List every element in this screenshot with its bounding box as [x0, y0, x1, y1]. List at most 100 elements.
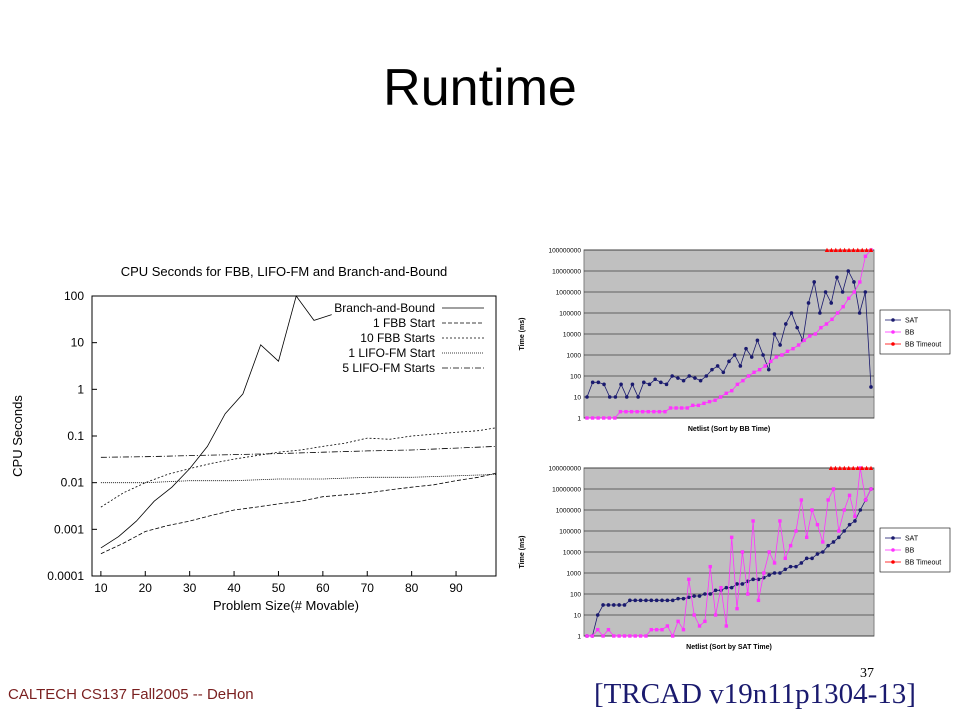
bb-point [685, 406, 689, 410]
bb-point [837, 529, 841, 533]
sat-point [858, 508, 863, 512]
sat-point [644, 598, 648, 603]
sat-point [853, 519, 857, 523]
bb-point [601, 634, 605, 638]
sat-point [647, 382, 652, 387]
x-tick-label: 80 [405, 581, 419, 595]
legend-label: 1 LIFO-FM Start [348, 346, 435, 360]
bb-point [692, 613, 696, 617]
bb-point [622, 634, 627, 638]
sat-point [721, 370, 726, 375]
sat-point [804, 556, 809, 561]
bb-point [830, 317, 834, 322]
sat-point [778, 343, 782, 347]
sat-point [761, 353, 765, 357]
bb-timeout-point [829, 247, 834, 252]
bb-point [635, 409, 639, 414]
sat-point [607, 395, 612, 399]
footer-text: CALTECH CS137 Fall2005 -- DeHon [8, 686, 254, 703]
bb-point [703, 619, 707, 624]
bb-point [730, 388, 734, 393]
sat-point [724, 585, 729, 590]
x-tick-label: 20 [139, 581, 153, 595]
bb-point [767, 550, 771, 554]
x-tick-label: 70 [361, 581, 375, 595]
legend-label: 5 LIFO-FM Starts [342, 361, 435, 375]
bb-point [607, 416, 611, 420]
bb-point [729, 535, 734, 540]
y-tick-label: 1 [577, 634, 581, 641]
bb-point [794, 529, 798, 533]
sat-point [596, 380, 601, 385]
bb-point [735, 382, 740, 387]
legend-marker [891, 318, 895, 322]
slide-title: Runtime [383, 59, 577, 117]
sat-point [664, 382, 669, 387]
y-tick-label: 0.01 [61, 476, 85, 490]
y-axis-label: CPU Seconds [10, 395, 25, 477]
y-tick-label: 1000 [567, 571, 582, 578]
sat-point [751, 577, 755, 582]
series-line-0 [100, 295, 332, 549]
legend-label: SAT [905, 318, 919, 325]
sat-point [697, 594, 702, 598]
sat-point [715, 364, 720, 368]
sat-point [772, 332, 777, 336]
bb-point [696, 403, 701, 408]
y-tick-label: 100000000 [548, 248, 581, 255]
y-tick-label: 0.1 [67, 429, 84, 443]
sat-point [710, 367, 714, 372]
sat-point [744, 346, 748, 351]
sat-point [795, 325, 799, 330]
bb-point [791, 346, 795, 351]
bb-point [606, 627, 611, 632]
x-tick-label: 30 [183, 581, 197, 595]
y-tick-label: 1000000 [556, 508, 582, 515]
bb-timeout-point [868, 247, 874, 252]
sat-point [835, 275, 839, 280]
x-tick-label: 10 [94, 581, 108, 595]
bb-point [858, 280, 862, 284]
bb-point [646, 409, 650, 414]
bb-point [847, 296, 851, 301]
sat-point [740, 582, 745, 586]
bb-point [596, 627, 600, 632]
sat-point [590, 380, 595, 385]
bb-point [668, 406, 673, 410]
sat-point [606, 603, 611, 607]
bb-point [596, 416, 600, 420]
bb-timeout-point [859, 465, 865, 470]
sat-point [613, 395, 618, 399]
sat-point [847, 522, 852, 527]
bb-timeout-point [864, 465, 869, 470]
bb-point [660, 627, 664, 632]
series-line-3 [100, 474, 497, 484]
legend-marker [891, 560, 895, 564]
sat-point [698, 378, 703, 383]
bb-timeout-point [855, 465, 860, 470]
bb-point [724, 624, 729, 628]
sat-point [713, 588, 718, 593]
bb-timeout-point [842, 465, 847, 470]
bb-point [697, 624, 702, 628]
sat-point [831, 540, 836, 544]
bb-point [624, 409, 628, 414]
bb-point [602, 416, 606, 420]
bb-point [713, 398, 717, 402]
sat-point [649, 598, 654, 603]
sat-point [687, 595, 691, 600]
sat-point [840, 290, 845, 294]
sat-point [704, 374, 709, 378]
bb-point [762, 571, 766, 575]
bb-point [826, 498, 830, 502]
sat-point [846, 269, 851, 273]
chart-title: CPU Seconds for FBB, LIFO-FM and Branch-… [121, 264, 448, 279]
plot-frame [91, 295, 497, 577]
bb-point [702, 401, 706, 406]
series-line-1 [100, 472, 497, 555]
bb-point [772, 561, 777, 565]
sat-point [766, 367, 771, 372]
bb-point [613, 416, 617, 420]
bb-point [841, 304, 845, 309]
bb-point [835, 311, 840, 315]
